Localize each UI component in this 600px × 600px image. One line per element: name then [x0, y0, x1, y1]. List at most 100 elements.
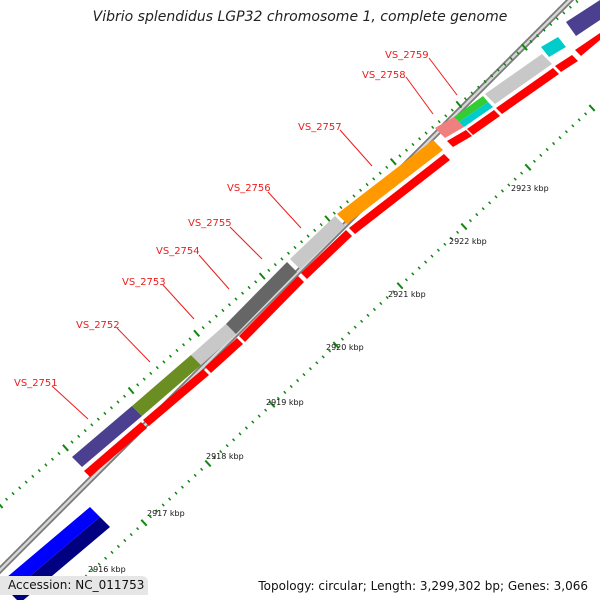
gene-block-vs2751[interactable]	[72, 406, 142, 467]
outer-ruler-ticks	[0, 0, 579, 509]
gene-block-vs2756[interactable]	[337, 140, 443, 224]
gene-block-vs2755[interactable]	[290, 216, 345, 269]
minor-tick	[503, 62, 507, 67]
minor-tick	[562, 11, 566, 15]
cds-arrow-11[interactable]	[575, 33, 600, 56]
minor-tick	[97, 562, 101, 566]
gene-block-vs2759b[interactable]	[459, 102, 493, 127]
minor-tick	[136, 383, 140, 387]
gene-block-blue-1[interactable]	[0, 507, 100, 593]
minor-tick	[57, 451, 61, 456]
minor-tick	[463, 97, 467, 101]
gene-block-vs2752[interactable]	[132, 355, 201, 416]
cds-arrow-3[interactable]	[205, 338, 243, 373]
gene-block-vs2754[interactable]	[226, 262, 297, 334]
minor-tick	[437, 119, 441, 124]
minor-tick	[490, 74, 494, 78]
gene-block-cyan-top[interactable]	[541, 37, 566, 57]
minor-tick	[424, 131, 428, 135]
minor-tick	[238, 432, 242, 436]
major-tick	[389, 158, 397, 166]
minor-tick	[116, 400, 120, 404]
minor-tick	[91, 568, 95, 572]
minor-tick	[475, 213, 479, 217]
major-tick	[324, 215, 332, 223]
minor-tick	[392, 290, 396, 294]
minor-tick	[162, 360, 166, 364]
cds-arrow-7[interactable]	[447, 130, 472, 147]
minor-tick	[430, 254, 434, 258]
cds-arrow-8[interactable]	[467, 110, 500, 135]
minor-tick	[109, 406, 113, 410]
cds-arrow-6[interactable]	[349, 154, 450, 234]
cds-arrow-9[interactable]	[496, 68, 559, 114]
minor-tick	[174, 491, 178, 495]
cds-arrow-5[interactable]	[301, 230, 352, 279]
minor-tick	[293, 245, 297, 250]
minor-tick	[70, 440, 74, 444]
gene-label-vs2751[interactable]: VS_2751	[14, 378, 58, 389]
minor-tick	[225, 444, 229, 448]
gene-label-vs2755[interactable]: VS_2755	[188, 218, 232, 229]
minor-tick	[267, 268, 271, 273]
minor-tick	[500, 189, 504, 193]
minor-tick	[313, 228, 317, 232]
gene-label-vs2758[interactable]: VS_2758	[362, 70, 406, 81]
minor-tick	[417, 266, 421, 270]
gene-label-vs2757[interactable]: VS_2757	[298, 122, 342, 133]
minor-tick	[264, 408, 268, 412]
kbp-label-2918: 2918 kbp	[206, 452, 244, 461]
minor-tick	[345, 200, 349, 204]
major-tick	[588, 104, 596, 112]
minor-tick	[385, 295, 389, 300]
minor-tick	[558, 135, 562, 140]
minor-tick	[321, 355, 325, 359]
gene-label-vs2759[interactable]: VS_2759	[385, 50, 429, 61]
minor-tick	[251, 420, 255, 424]
minor-tick	[300, 240, 304, 244]
minor-tick	[257, 414, 261, 418]
gene-label-vs2756[interactable]: VS_2756	[227, 183, 271, 194]
minor-tick	[353, 325, 357, 329]
minor-tick	[443, 242, 447, 246]
minor-tick	[539, 153, 543, 158]
minor-tick	[103, 411, 107, 416]
minor-tick	[142, 377, 146, 381]
minor-tick	[254, 280, 258, 284]
minor-tick	[149, 371, 153, 376]
gene-block-vs2759a[interactable]	[454, 96, 488, 122]
gene-label-vs2752[interactable]: VS_2752	[76, 320, 120, 331]
minor-tick	[494, 195, 498, 199]
gene-block-vs2753[interactable]	[191, 324, 236, 365]
minor-tick	[378, 171, 382, 175]
minor-tick	[456, 230, 460, 235]
gene-label-vs2753[interactable]: VS_2753	[122, 277, 166, 288]
minor-tick	[175, 348, 179, 353]
minor-tick	[496, 68, 500, 72]
minor-tick	[529, 39, 533, 44]
minor-tick	[372, 307, 376, 312]
gene-block-vs2758[interactable]	[435, 117, 464, 138]
minor-tick	[155, 366, 159, 370]
cds-arrow-10[interactable]	[555, 55, 578, 72]
minor-tick	[24, 480, 28, 484]
cds-arrows	[84, 33, 600, 477]
minor-tick	[90, 423, 94, 427]
cds-arrow-1[interactable]	[84, 422, 147, 477]
gene-block-purple-top[interactable]	[566, 0, 600, 36]
cds-arrow-2[interactable]	[143, 369, 209, 426]
minor-tick	[365, 182, 369, 187]
kbp-label-2916: 2916 kbp	[88, 565, 126, 574]
minor-tick	[339, 205, 343, 210]
minor-tick	[276, 396, 280, 400]
minor-tick	[308, 367, 312, 371]
minor-tick	[283, 390, 287, 395]
minor-tick	[280, 257, 284, 261]
gene-label-vs2754[interactable]: VS_2754	[156, 246, 200, 257]
major-tick	[258, 272, 266, 280]
cds-arrow-4[interactable]	[239, 276, 304, 342]
gene-block-grey-top[interactable]	[485, 54, 552, 104]
major-tick	[521, 43, 528, 51]
